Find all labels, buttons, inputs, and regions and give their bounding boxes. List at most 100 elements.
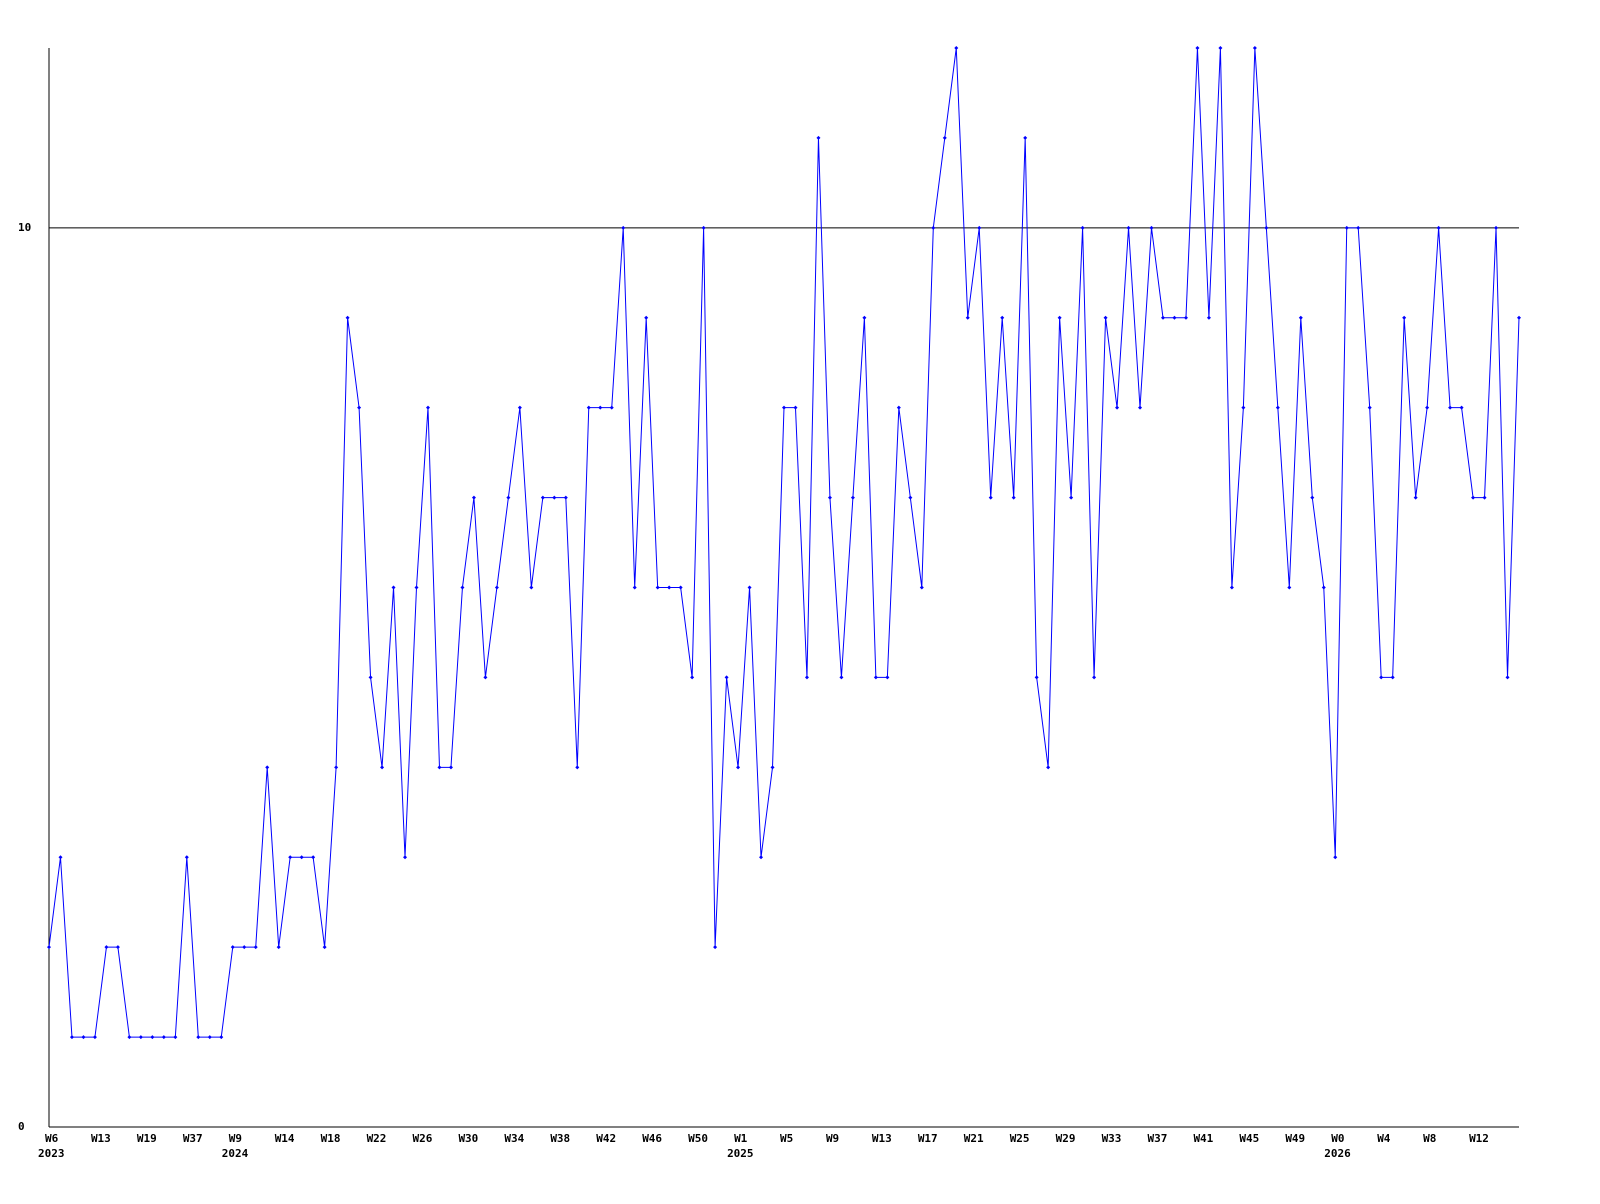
data-point	[816, 135, 821, 140]
data-point	[1436, 225, 1441, 230]
data-point	[1505, 675, 1510, 680]
data-point	[380, 765, 385, 770]
data-point	[827, 495, 832, 500]
data-point	[1126, 225, 1131, 230]
data-point	[793, 405, 798, 410]
data-point	[391, 585, 396, 590]
x-tick-label: W14	[275, 1132, 295, 1145]
x-tick-label: W42	[596, 1132, 616, 1145]
data-point	[724, 675, 729, 680]
data-point	[1459, 405, 1464, 410]
x-year-label: 2024	[222, 1147, 249, 1160]
data-point	[1103, 315, 1108, 320]
data-point	[632, 585, 637, 590]
data-point	[896, 405, 901, 410]
data-point	[908, 495, 913, 500]
data-point	[1023, 135, 1028, 140]
data-point	[667, 585, 672, 590]
data-point	[1034, 675, 1039, 680]
data-point	[736, 765, 741, 770]
x-tick-label: W26	[413, 1132, 433, 1145]
data-point	[529, 585, 534, 590]
data-point	[517, 405, 522, 410]
data-point	[58, 855, 63, 860]
data-point	[782, 405, 786, 410]
data-point	[81, 1035, 86, 1040]
data-point	[1183, 315, 1188, 320]
data-point	[184, 855, 189, 860]
x-year-label: 2023	[38, 1147, 65, 1160]
data-point	[460, 585, 465, 590]
x-tick-label: W41	[1193, 1132, 1213, 1145]
data-point	[207, 1035, 212, 1040]
data-point	[150, 1035, 155, 1040]
data-point	[1333, 855, 1338, 860]
data-point	[942, 135, 947, 140]
x-tick-label: W0	[1331, 1132, 1344, 1145]
x-tick-label: W30	[458, 1132, 478, 1145]
data-point	[115, 945, 120, 950]
data-point	[1287, 585, 1292, 590]
data-point	[540, 495, 545, 500]
data-point	[173, 1035, 178, 1040]
data-point	[357, 405, 362, 410]
x-tick-label: W9	[229, 1132, 242, 1145]
data-point	[1241, 405, 1246, 410]
x-tick-label: W13	[91, 1132, 111, 1145]
x-tick-label: W4	[1377, 1132, 1391, 1145]
data-point	[242, 945, 247, 950]
data-point	[1379, 675, 1384, 680]
data-point	[678, 585, 683, 590]
data-point	[1367, 405, 1372, 410]
data-point	[265, 765, 270, 770]
data-point	[1482, 495, 1487, 500]
x-tick-label: W29	[1056, 1132, 1076, 1145]
data-point	[253, 945, 258, 950]
data-point	[690, 675, 695, 680]
data-point	[644, 315, 649, 320]
x-year-label: 2026	[1324, 1147, 1351, 1160]
data-point	[1252, 46, 1257, 50]
data-point	[701, 225, 706, 230]
data-point	[1425, 405, 1430, 410]
x-tick-label: W8	[1423, 1132, 1436, 1145]
data-point	[276, 945, 281, 950]
x-tick-label: W19	[137, 1132, 157, 1145]
data-line	[48, 47, 1520, 1038]
x-tick-label: W5	[780, 1132, 793, 1145]
data-point	[1298, 315, 1303, 320]
y-tick-label: 10	[18, 221, 31, 234]
data-point	[598, 405, 603, 410]
data-point	[1494, 225, 1499, 230]
x-tick-label: W22	[367, 1132, 387, 1145]
x-year-label: 2025	[727, 1147, 754, 1160]
x-tick-label: W12	[1469, 1132, 1489, 1145]
data-point	[219, 1035, 224, 1040]
data-point	[1046, 765, 1051, 770]
data-point	[747, 585, 752, 590]
data-point	[368, 675, 373, 680]
data-point	[506, 495, 511, 500]
data-point	[494, 585, 499, 590]
data-point	[47, 945, 51, 950]
data-point	[873, 675, 878, 680]
data-point	[575, 765, 580, 770]
data-point	[839, 675, 844, 680]
data-point	[334, 765, 339, 770]
x-tick-label: W49	[1285, 1132, 1305, 1145]
data-point	[161, 1035, 166, 1040]
data-point	[977, 225, 982, 230]
data-point	[850, 495, 855, 500]
data-point	[138, 1035, 143, 1040]
data-point	[437, 765, 442, 770]
data-point	[1402, 315, 1407, 320]
x-tick-label: W6	[45, 1132, 59, 1145]
data-point	[609, 405, 614, 410]
data-point	[1149, 225, 1154, 230]
data-point	[586, 405, 591, 410]
x-tick-label: W45	[1239, 1132, 1259, 1145]
data-point	[954, 46, 959, 50]
data-point	[127, 1035, 132, 1040]
data-point	[471, 495, 476, 500]
y-tick-label: 0	[18, 1120, 25, 1133]
